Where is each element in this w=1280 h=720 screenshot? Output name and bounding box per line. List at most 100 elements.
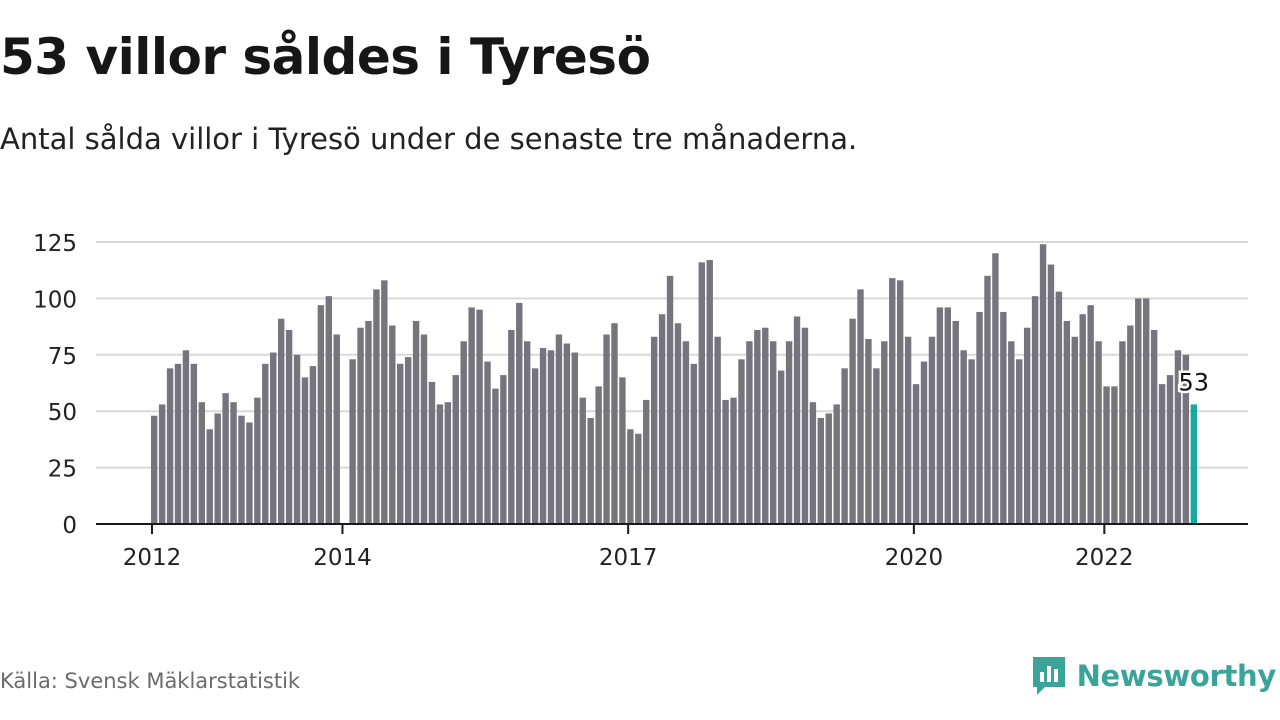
- bar: [1127, 325, 1134, 524]
- bar: [230, 402, 237, 524]
- bar: [436, 404, 444, 524]
- bar: [1055, 291, 1063, 524]
- bar: [762, 327, 769, 524]
- bar: [690, 363, 698, 524]
- bar: [373, 289, 380, 524]
- bar: [285, 329, 293, 524]
- bar: [833, 404, 840, 524]
- bar: [500, 375, 507, 524]
- bar: [674, 323, 682, 524]
- bar: [611, 323, 618, 524]
- bar: [1016, 359, 1023, 524]
- bar: [889, 278, 896, 524]
- bar: [198, 402, 206, 524]
- bar: [976, 311, 983, 524]
- y-tick-label: 0: [62, 513, 77, 539]
- bar: [714, 336, 721, 524]
- bar: [389, 325, 396, 524]
- bar: [547, 350, 555, 524]
- bar: [563, 343, 571, 524]
- bar: [579, 397, 586, 524]
- chart-subtitle: Antal sålda villor i Tyresö under de sen…: [0, 122, 858, 156]
- x-tick-label: 2012: [123, 545, 182, 571]
- bar: [270, 352, 277, 524]
- bar: [1008, 341, 1015, 524]
- bar: [381, 280, 388, 524]
- bar: [650, 336, 658, 524]
- bar: [1103, 386, 1110, 524]
- bar: [770, 341, 777, 524]
- bar: [174, 363, 182, 524]
- bar: [516, 302, 523, 524]
- bar: [865, 339, 872, 524]
- x-tick-label: 2022: [1075, 545, 1134, 571]
- labels: 0 25 50 75 100 125 2012 2014 2017 2020 2022 53: [33, 231, 1211, 571]
- bar: [571, 352, 579, 524]
- bar: [468, 307, 475, 524]
- bar: [619, 377, 626, 524]
- bar: [397, 363, 404, 524]
- bar: [730, 397, 737, 524]
- bar: [190, 363, 198, 524]
- bar: [508, 329, 515, 524]
- bar: [706, 260, 713, 524]
- y-tick-label: 125: [33, 231, 77, 257]
- bar: [1150, 329, 1158, 524]
- bar: [825, 413, 832, 524]
- x-tick-label: 2017: [599, 545, 658, 571]
- bar: [365, 320, 372, 524]
- bar: [603, 334, 610, 524]
- bar: [968, 359, 975, 524]
- bar: [960, 350, 967, 524]
- bar: [1031, 296, 1039, 524]
- bar: [992, 253, 999, 524]
- bar: [428, 381, 436, 524]
- bar: [166, 368, 174, 524]
- y-tick-label: 50: [48, 400, 77, 426]
- bar: [801, 327, 809, 524]
- bar: [325, 296, 332, 524]
- bar: [420, 334, 428, 524]
- x-tick-label: 2014: [313, 545, 372, 571]
- bar: [277, 318, 285, 524]
- bar: [952, 320, 959, 524]
- data-label: 53: [1179, 368, 1210, 396]
- bar: [1119, 341, 1126, 524]
- bar: [404, 357, 412, 524]
- bar: [238, 415, 245, 524]
- bar: [317, 305, 325, 524]
- bar: [484, 361, 491, 524]
- bar: [849, 318, 856, 524]
- bar: [1135, 298, 1142, 524]
- bar: [262, 363, 269, 524]
- brand-name: Newsworthy: [1076, 659, 1277, 693]
- bar: [301, 377, 309, 524]
- bar: [904, 336, 912, 524]
- brand-logo[interactable]: Newsworthy: [1031, 654, 1276, 698]
- bar: [817, 417, 825, 524]
- bar: [539, 348, 547, 524]
- bar: [158, 404, 166, 524]
- bar: [1000, 311, 1007, 524]
- bar: [658, 314, 666, 524]
- bar: [151, 415, 158, 524]
- axes: [96, 523, 1248, 534]
- bar: [412, 320, 420, 524]
- bar: [1087, 305, 1094, 524]
- bar: [1023, 327, 1031, 524]
- bar: [793, 316, 801, 524]
- bar: [857, 289, 864, 524]
- bar: [309, 366, 317, 524]
- bar: [1111, 386, 1118, 524]
- bar: [452, 375, 459, 524]
- bar: [222, 393, 229, 524]
- x-tick-label: 2020: [885, 545, 944, 571]
- bar: [523, 341, 531, 524]
- bar: [682, 341, 690, 524]
- bar: [746, 341, 753, 524]
- bar: [643, 399, 650, 524]
- bar: [777, 370, 785, 524]
- y-tick-label: 75: [48, 344, 77, 370]
- bar: [873, 368, 880, 524]
